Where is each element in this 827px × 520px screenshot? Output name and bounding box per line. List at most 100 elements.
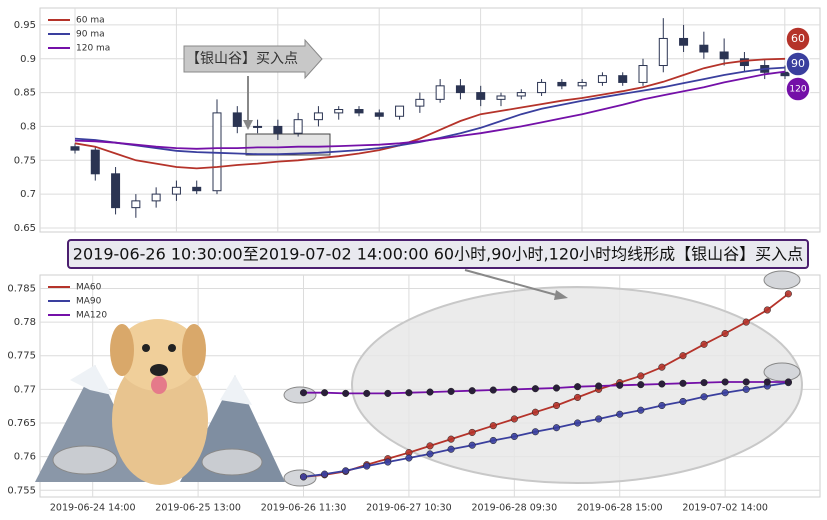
ma-point: [363, 462, 371, 470]
ma-point: [342, 389, 350, 397]
candle-body: [679, 37, 689, 46]
ma-point: [363, 389, 371, 397]
ingot: [763, 362, 801, 382]
candle-body: [293, 119, 303, 134]
candle-body: [638, 65, 648, 83]
ma-point: [405, 389, 413, 397]
y-tick-label: 0.755: [7, 485, 36, 496]
badge: [785, 51, 811, 77]
candle-body: [516, 92, 526, 97]
ma-point: [616, 410, 624, 418]
candle-body: [354, 109, 364, 114]
pointer: [464, 269, 561, 297]
y-tick-label: 0.76: [14, 452, 36, 463]
ma-point: [574, 383, 582, 391]
candle-body: [171, 186, 181, 195]
dog-ear: [182, 324, 206, 376]
y-tick-label: 0.77: [14, 384, 36, 395]
ma-point: [595, 415, 603, 423]
y-tick-label: 0.7: [20, 189, 36, 200]
ma-line: [303, 381, 789, 478]
annotation-arrow: [183, 38, 323, 80]
ma-point: [489, 386, 497, 394]
candle-body: [70, 146, 80, 151]
dog-nose: [150, 364, 168, 376]
dog-ear: [110, 324, 134, 376]
top-plot-area: [39, 7, 821, 233]
ma-point: [616, 381, 624, 389]
badge-label: 120: [789, 85, 806, 95]
y-tick-label: 0.8: [20, 121, 36, 132]
x-tick-label: 2019-06-25 13:00: [155, 503, 241, 514]
ma-point: [721, 378, 729, 386]
ma-point: [426, 388, 434, 396]
ma-point: [742, 318, 750, 326]
ma-point: [426, 442, 434, 450]
candle-body: [253, 125, 263, 128]
ingot: [283, 469, 317, 487]
banner-text: 2019-06-26 10:30:00至2019-07-02 14:00:00 …: [73, 245, 803, 264]
ma-point: [531, 408, 539, 416]
candle-body: [374, 112, 384, 117]
highlight-box: [245, 133, 331, 156]
y-tick-label: 0.785: [7, 283, 36, 294]
candle-body: [232, 112, 242, 127]
ma-point: [784, 290, 792, 298]
dog-eye: [142, 344, 150, 352]
ma-point: [721, 329, 729, 338]
x-tick-label: 2019-06-28 15:00: [577, 503, 663, 514]
x-tick-label: 2019-06-26 11:30: [261, 503, 347, 514]
dog-head: [116, 319, 200, 391]
x-tick-label: 2019-07-02 14:00: [682, 503, 768, 514]
candle-body: [719, 51, 729, 60]
legend-label: 60 ma: [76, 16, 105, 26]
ma-point: [510, 385, 518, 393]
dog-eye: [168, 344, 176, 352]
ma-point: [637, 406, 645, 414]
candle-body: [496, 95, 506, 100]
ma-point: [342, 467, 350, 475]
candle-body: [597, 75, 607, 83]
ma-point: [574, 419, 582, 427]
candle-body: [131, 200, 141, 209]
y-tick-label: 0.775: [7, 351, 36, 362]
pointer-head: [554, 290, 568, 300]
ma-point: [658, 401, 666, 410]
ma-point: [531, 385, 539, 393]
mountain-snow: [70, 365, 112, 395]
ma-point: [510, 415, 518, 423]
ma-point: [552, 424, 561, 432]
ma-point: [489, 422, 497, 430]
ma-point: [679, 352, 687, 360]
candle-body: [334, 109, 344, 114]
ma-point: [468, 441, 476, 449]
candle-body: [537, 81, 547, 94]
candle-body: [273, 125, 283, 134]
x-tick-label: 2019-06-28 09:30: [472, 503, 558, 514]
ingot: [201, 448, 263, 476]
ma-point: [552, 384, 561, 392]
ma-point: [721, 389, 729, 397]
y-tick-label: 0.65: [14, 223, 36, 234]
ma-point: [763, 306, 771, 314]
ma-point: [447, 387, 455, 395]
ma-point: [637, 372, 645, 380]
ma-point: [637, 381, 645, 389]
ma-point: [658, 363, 666, 371]
x-tick-label: 2019-06-27 10:30: [366, 503, 452, 514]
ma-point: [299, 473, 308, 481]
pointer-head: [243, 120, 253, 130]
candle-body: [395, 105, 405, 117]
legend-label: MA120: [76, 311, 107, 321]
candle-body: [476, 92, 486, 100]
dog-tongue: [151, 376, 167, 394]
y-tick-label: 0.75: [14, 155, 36, 166]
ma-point: [510, 432, 518, 441]
annotation-label: 【银山谷】买入点: [186, 51, 298, 67]
badge: [785, 76, 811, 102]
banner: [67, 239, 809, 269]
ma-point: [763, 378, 771, 386]
legend-label: 90 ma: [76, 30, 105, 40]
ma-point: [489, 436, 497, 445]
